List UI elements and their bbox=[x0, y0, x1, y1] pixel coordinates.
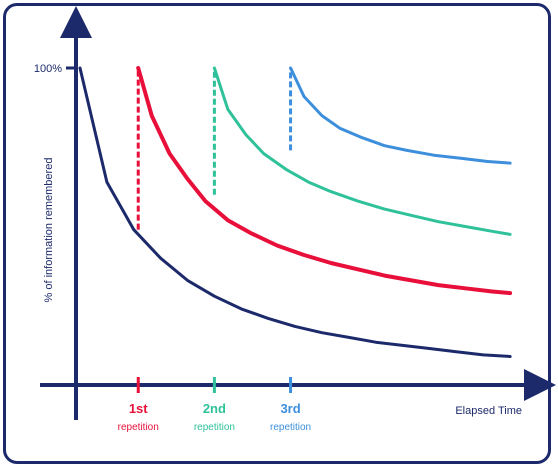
event-label-1: 2nd bbox=[203, 401, 226, 416]
chart-frame bbox=[3, 3, 551, 464]
event-sublabel-0: repetition bbox=[118, 422, 159, 433]
event-label-2: 3rd bbox=[280, 401, 300, 416]
y-tick-label: 100% bbox=[34, 63, 62, 75]
event-sublabel-1: repetition bbox=[194, 422, 235, 433]
curve-2 bbox=[212, 66, 512, 236]
event-sublabel-2: repetition bbox=[270, 422, 311, 433]
curve-1 bbox=[136, 66, 513, 296]
curve-3 bbox=[289, 66, 512, 165]
event-label-0: 1st bbox=[129, 401, 148, 416]
y-axis-label: % of information remembered bbox=[43, 158, 55, 303]
x-axis-label: Elapsed Time bbox=[455, 405, 522, 417]
curve-0 bbox=[78, 66, 512, 358]
